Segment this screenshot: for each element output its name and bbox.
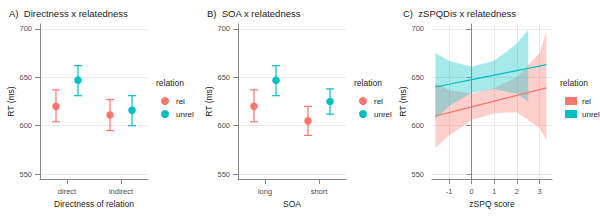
svg-text:650: 650 — [411, 73, 424, 82]
svg-text:1: 1 — [492, 187, 496, 196]
svg-text:long: long — [258, 187, 272, 196]
svg-text:RT (ms): RT (ms) — [204, 86, 214, 117]
svg-text:RT (ms): RT (ms) — [398, 86, 408, 117]
svg-text:650: 650 — [217, 73, 230, 82]
svg-text:rel: rel — [582, 97, 591, 106]
svg-text:SOA: SOA — [283, 199, 301, 209]
svg-text:RT (ms): RT (ms) — [6, 86, 16, 117]
svg-text:0: 0 — [470, 187, 474, 196]
svg-text:rel: rel — [176, 97, 185, 106]
svg-text:relation: relation — [354, 78, 382, 88]
svg-text:relation: relation — [560, 78, 588, 88]
svg-text:B) SOA x relatedness: B) SOA x relatedness — [207, 8, 301, 19]
svg-text:rel: rel — [374, 97, 383, 106]
svg-text:600: 600 — [411, 121, 424, 130]
svg-text:700: 700 — [19, 24, 32, 33]
svg-text:700: 700 — [217, 24, 230, 33]
svg-text:direct: direct — [58, 187, 77, 196]
svg-text:700: 700 — [411, 24, 424, 33]
svg-text:2: 2 — [515, 187, 519, 196]
svg-text:short: short — [311, 187, 329, 196]
svg-text:550: 550 — [411, 170, 424, 179]
svg-text:Directness of relation: Directness of relation — [54, 199, 134, 209]
svg-text:600: 600 — [217, 121, 230, 130]
svg-text:550: 550 — [19, 170, 32, 179]
svg-text:A) Directness x relatedness: A) Directness x relatedness — [9, 8, 128, 19]
svg-text:relation: relation — [156, 78, 184, 88]
svg-text:unrel: unrel — [374, 110, 392, 119]
svg-text:600: 600 — [19, 121, 32, 130]
svg-text:zSPQ score: zSPQ score — [469, 199, 515, 209]
svg-text:650: 650 — [19, 73, 32, 82]
svg-text:indirect: indirect — [109, 187, 134, 196]
svg-text:550: 550 — [217, 170, 230, 179]
svg-text:unrel: unrel — [176, 110, 194, 119]
svg-text:3: 3 — [537, 187, 541, 196]
svg-text:-1: -1 — [446, 187, 453, 196]
svg-text:C) zSPQDis x relatedness: C) zSPQDis x relatedness — [403, 8, 516, 19]
svg-text:unrel: unrel — [582, 110, 600, 119]
